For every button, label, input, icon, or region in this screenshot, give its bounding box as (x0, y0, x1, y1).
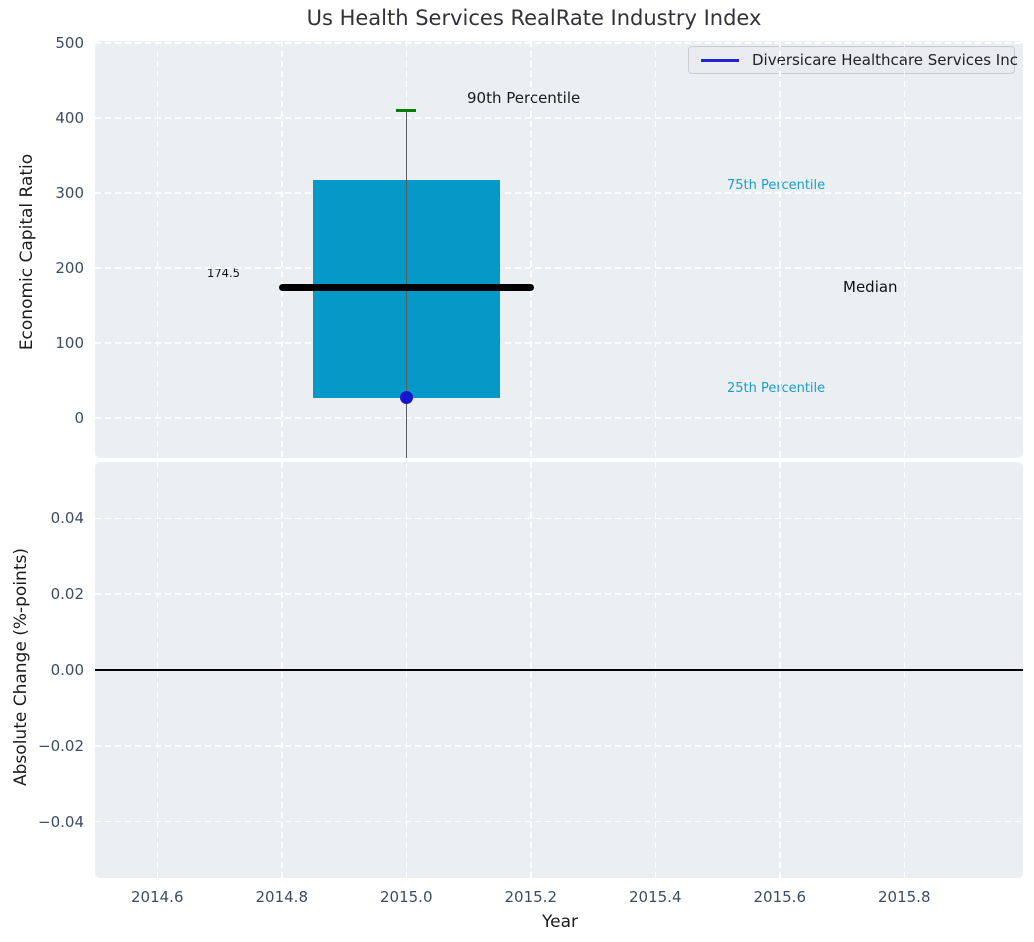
x-tick-label: 2014.8 (255, 888, 309, 906)
bottom-y-tick-label: 0.02 (50, 585, 84, 604)
x-tick-label: 2015.0 (380, 888, 433, 906)
annotation-25th-percentile: 25th Percentile (727, 381, 826, 396)
gridline-horizontal (95, 267, 1023, 269)
x-axis-label: Year (542, 912, 578, 932)
median-line (278, 283, 534, 291)
gridline-vertical (903, 41, 905, 458)
x-tick-label: 2015.8 (878, 888, 931, 906)
top-y-tick-label: 400 (55, 109, 84, 127)
gridline-vertical (530, 41, 532, 458)
gridline-horizontal (95, 192, 1023, 194)
legend-entry-label: Diversicare Healthcare Services Inc (752, 51, 1018, 69)
top-y-tick-label: 200 (55, 259, 84, 277)
bottom-y-tick-label: −0.02 (38, 736, 84, 755)
gridline-vertical (779, 41, 781, 458)
top-subplot-area (95, 41, 1023, 458)
gridline-horizontal (95, 820, 1023, 823)
company-data-point (399, 391, 413, 405)
x-tick-label: 2015.2 (504, 888, 558, 906)
gridline-vertical (281, 41, 283, 458)
bottom-y-tick-label: −0.04 (38, 812, 84, 831)
annotation-90th-percentile: 90th Percentile (467, 89, 581, 107)
gridline-vertical (654, 41, 656, 458)
gridline-horizontal (95, 745, 1023, 747)
zero-line (95, 669, 1023, 671)
chart-title: Us Health Services RealRate Industry Ind… (306, 6, 762, 30)
gridline-horizontal (95, 342, 1023, 344)
gridline-horizontal (95, 417, 1023, 419)
annotation-median-value: 174.5 (207, 266, 240, 280)
annotation-75th-percentile: 75th Percentile (727, 178, 826, 193)
x-tick-label: 2015.4 (629, 888, 682, 906)
gridline-horizontal (95, 42, 1023, 44)
legend: Diversicare Healthcare Services Inc (688, 46, 1018, 74)
legend-line-sample-icon (701, 58, 739, 62)
whisker-cap-90th (396, 109, 417, 112)
gridline-horizontal (95, 517, 1023, 520)
top-y-tick-label: 100 (55, 334, 84, 352)
bottom-y-tick-label: 0.04 (50, 509, 84, 528)
gridline-horizontal (95, 117, 1023, 119)
top-y-tick-label: 0 (74, 409, 84, 427)
gridline-vertical (156, 41, 158, 458)
top-y-tick-label: 300 (55, 184, 84, 202)
top-y-tick-label: 500 (55, 34, 84, 52)
gridline-horizontal (95, 593, 1023, 595)
x-tick-label: 2014.6 (131, 888, 184, 906)
bottom-y-tick-label: 0.00 (50, 661, 84, 679)
x-tick-label: 2015.6 (753, 888, 807, 906)
annotation-median: Median (843, 278, 898, 296)
